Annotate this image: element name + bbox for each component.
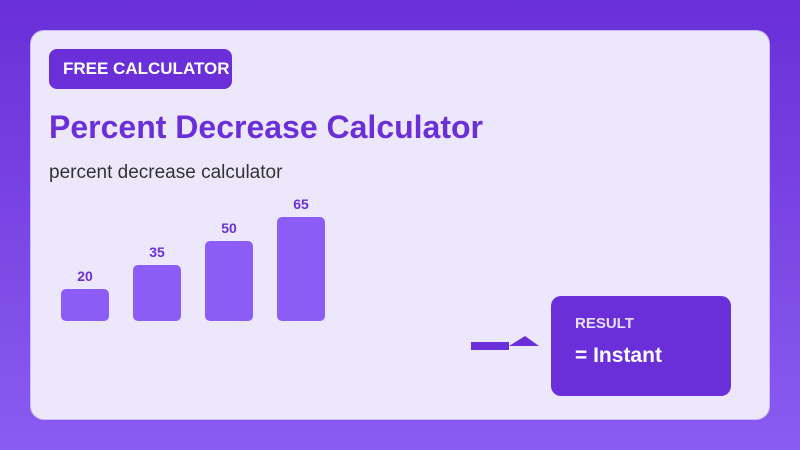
- bar-3: [205, 241, 253, 321]
- bar-2: [133, 265, 181, 321]
- bar-chart: 20 35 50 65: [61, 196, 325, 321]
- bar-4: [277, 217, 325, 321]
- bar-value-label-2: 35: [149, 244, 165, 260]
- bar-1: [61, 289, 109, 321]
- arrow-right-icon: [471, 336, 539, 350]
- bar-value-label-4: 65: [293, 196, 309, 212]
- result-label: RESULT: [575, 315, 634, 332]
- page-subtitle: percent decrease calculator: [49, 162, 283, 183]
- page-title: Percent Decrease Calculator: [49, 109, 483, 145]
- bar-value-label-3: 50: [221, 220, 237, 236]
- calculator-card: FREE CALCULATOR Percent Decrease Calcula…: [30, 30, 770, 420]
- result-value: = Instant: [575, 344, 662, 367]
- free-calculator-badge: FREE CALCULATOR: [49, 49, 232, 89]
- result-box: RESULT = Instant: [551, 296, 731, 396]
- bar-value-label-1: 20: [77, 268, 93, 284]
